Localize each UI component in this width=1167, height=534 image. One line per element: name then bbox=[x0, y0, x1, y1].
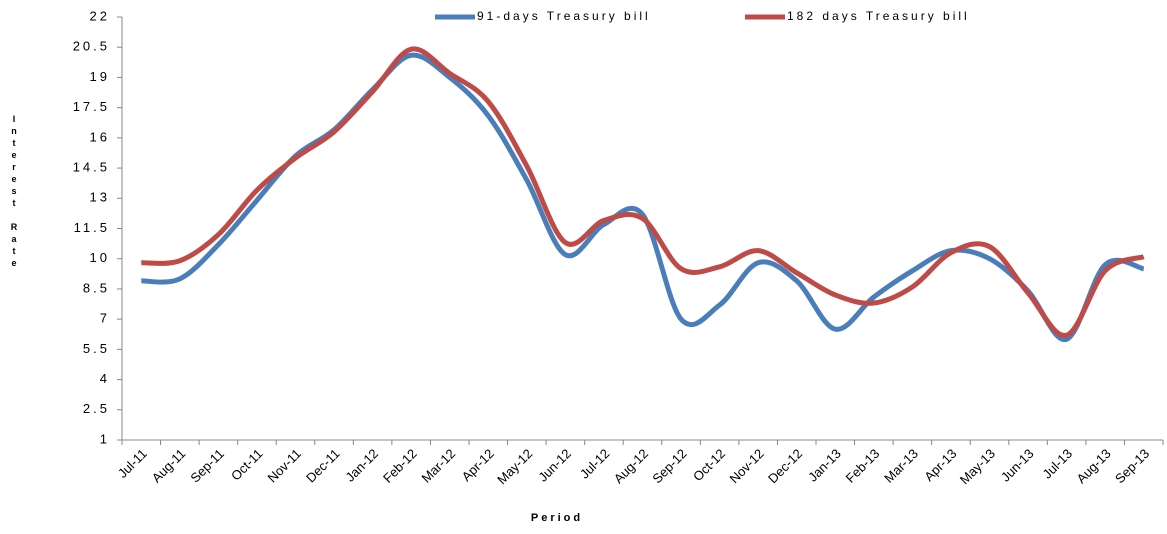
x-tick-label: May-12 bbox=[494, 446, 535, 487]
y-tick-label: 13 bbox=[90, 190, 110, 205]
y-tick-label: 22 bbox=[90, 8, 110, 23]
y-tick-label: 10 bbox=[90, 250, 110, 265]
x-tick-label: Apr-12 bbox=[459, 446, 497, 484]
y-tick-label: 16 bbox=[90, 129, 110, 144]
y-tick-label: 19 bbox=[90, 69, 110, 84]
x-tick-label: Jul-12 bbox=[577, 446, 613, 482]
y-tick-label: 5.5 bbox=[83, 341, 110, 356]
y-tick-label: 8.5 bbox=[83, 280, 110, 295]
x-tick-label: Sep-12 bbox=[649, 446, 689, 486]
series-line bbox=[141, 46, 1145, 338]
x-tick-label: Jan-12 bbox=[342, 446, 381, 485]
x-tick-label: Jan-13 bbox=[805, 446, 844, 485]
x-tick-label: Jun-13 bbox=[998, 446, 1037, 485]
y-tick-label: 17.5 bbox=[73, 99, 110, 114]
x-tick-label: Aug-12 bbox=[611, 446, 651, 486]
x-tick-label: Feb-13 bbox=[843, 446, 883, 486]
y-tick-label: 1 bbox=[100, 431, 110, 446]
y-tick-label: 14.5 bbox=[73, 160, 110, 175]
x-tick-label: Sep-13 bbox=[1112, 446, 1152, 486]
x-tick-label: Sep-11 bbox=[187, 446, 227, 486]
legend-label: 91-days Treasury bill bbox=[477, 9, 651, 23]
y-tick-label: 2.5 bbox=[83, 401, 110, 416]
x-tick-label: Jul-13 bbox=[1040, 446, 1076, 482]
x-tick-label: Feb-12 bbox=[380, 446, 420, 486]
x-tick-label: Mar-12 bbox=[419, 446, 459, 486]
legend-label: 182 days Treasury bill bbox=[787, 9, 970, 23]
x-tick-label: Oct-12 bbox=[690, 446, 728, 484]
x-tick-label: Dec-11 bbox=[303, 446, 343, 486]
x-axis-title: Period bbox=[531, 512, 583, 524]
x-tick-label: Aug-13 bbox=[1073, 446, 1113, 486]
x-tick-label: Apr-13 bbox=[921, 446, 959, 484]
x-tick-label: Aug-11 bbox=[149, 446, 189, 486]
x-tick-label: Nov-11 bbox=[264, 446, 304, 486]
y-tick-label: 4 bbox=[100, 371, 110, 386]
x-tick-label: May-13 bbox=[957, 446, 998, 487]
y-tick-label: 20.5 bbox=[73, 39, 110, 54]
y-tick-label: 7 bbox=[100, 311, 110, 326]
x-tick-label: Dec-12 bbox=[765, 446, 805, 486]
x-tick-label: Nov-12 bbox=[726, 446, 766, 486]
x-tick-label: Jun-12 bbox=[535, 446, 574, 485]
y-tick-label: 11.5 bbox=[74, 220, 110, 235]
x-tick-label: Jul-11 bbox=[115, 446, 150, 481]
series-line bbox=[141, 52, 1145, 342]
x-tick-label: Mar-13 bbox=[881, 446, 921, 486]
x-tick-label: Oct-11 bbox=[228, 446, 266, 484]
